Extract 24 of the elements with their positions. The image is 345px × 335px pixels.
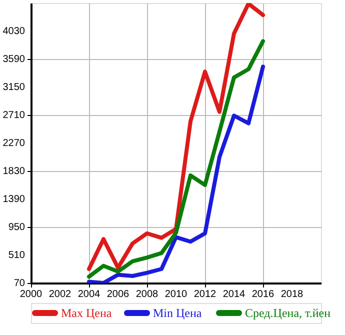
- y-tick-label: 70: [14, 278, 26, 289]
- y-tick-label: 4030: [2, 26, 26, 37]
- legend-label: Сред.Цена, т.йен: [245, 306, 332, 320]
- y-tick-label: 1390: [2, 194, 26, 205]
- y-tick-label: 2710: [2, 110, 26, 121]
- y-tick-label: 3150: [2, 82, 26, 93]
- x-tick-label: 2000: [20, 289, 43, 300]
- x-tick-label: 2010: [164, 289, 188, 300]
- x-tick-label: 2012: [194, 289, 217, 300]
- y-tick-label: 510: [8, 250, 26, 261]
- y-tick-label: 1830: [2, 166, 26, 177]
- y-tick-label: 2270: [2, 138, 26, 149]
- line-series: [87, 3, 265, 271]
- legend-label: Min Цена: [153, 306, 202, 320]
- x-tick-label: 2004: [78, 289, 101, 300]
- x-tick-label: 2002: [48, 289, 72, 300]
- x-tick-label: 2008: [136, 289, 159, 300]
- legend-label: Max Цена: [61, 306, 112, 320]
- x-tick-label: 2016: [252, 289, 275, 300]
- x-tick-label: 2006: [106, 289, 130, 300]
- x-tick-label: 2014: [222, 289, 246, 300]
- y-tick-label: 3590: [2, 54, 26, 65]
- x-tick-label: 2018: [280, 289, 304, 300]
- y-tick-label: 950: [8, 222, 26, 233]
